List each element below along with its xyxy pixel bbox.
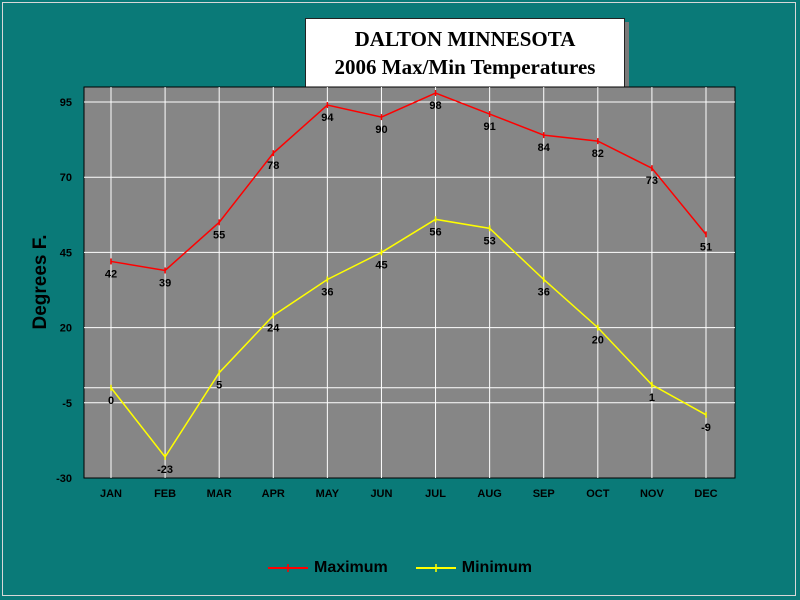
data-label: 24	[267, 323, 280, 335]
y-tick-label: 95	[60, 97, 72, 109]
x-tick-label: MAR	[207, 488, 232, 500]
x-tick-label: AUG	[477, 488, 501, 500]
data-label: 84	[538, 142, 551, 154]
data-label: 56	[429, 226, 441, 238]
x-tick-label: APR	[262, 488, 285, 500]
x-tick-label: MAY	[316, 488, 340, 500]
y-tick-label: 20	[60, 323, 72, 335]
x-tick-label: JAN	[100, 488, 122, 500]
grid-lines	[84, 87, 735, 478]
y-tick-label: -30	[56, 473, 72, 485]
data-label: 73	[646, 175, 658, 187]
data-label: 36	[538, 286, 550, 298]
legend-label-maximum: Maximum	[313, 559, 388, 576]
legend-item-maximum: Maximum	[267, 559, 388, 577]
chart-title-line2: 2006 Max/Min Temperatures	[334, 55, 596, 79]
data-label: 82	[592, 148, 604, 160]
legend-label-minimum: Minimum	[461, 559, 532, 576]
legend-swatch-maximum	[267, 564, 308, 572]
data-label: 94	[321, 112, 334, 124]
y-axis-label: Degrees F.	[30, 234, 51, 329]
legend-item-minimum: Minimum	[415, 559, 532, 577]
series-line-minimum	[110, 218, 707, 459]
data-label: -23	[157, 464, 173, 476]
data-label: 78	[267, 160, 279, 172]
data-label: 20	[592, 335, 604, 347]
data-label: 1	[649, 392, 655, 404]
data-label: 53	[484, 235, 496, 247]
x-tick-labels: JAN FEB MAR APR MAY JUN JUL AUG SEP OCT NOV DEC	[100, 488, 718, 500]
data-label: 36	[321, 286, 333, 298]
x-tick-label: SEP	[533, 488, 555, 500]
data-label: 42	[105, 268, 117, 280]
data-label: 98	[429, 100, 441, 112]
legend: Maximum Minimum	[0, 555, 800, 581]
x-tick-label: OCT	[586, 488, 610, 500]
data-label: 51	[700, 241, 712, 253]
legend-swatch-minimum	[415, 564, 456, 572]
series-lines	[110, 90, 707, 460]
x-tick-label: NOV	[640, 488, 665, 500]
data-label: 91	[484, 121, 496, 133]
x-tick-label: JUN	[370, 488, 392, 500]
data-label: 90	[375, 124, 387, 136]
x-tick-label: FEB	[154, 488, 176, 500]
data-label: 45	[375, 259, 387, 271]
data-label: 5	[216, 380, 222, 392]
plot-area	[83, 86, 736, 479]
chart-title-line1: DALTON MINNESOTA	[354, 26, 576, 51]
y-tick-labels: -30 -5 20 45 70 95	[56, 97, 72, 485]
y-tick-label: -5	[62, 398, 72, 410]
x-tick-label: DEC	[694, 488, 717, 500]
series-line-maximum	[110, 92, 707, 272]
data-label: 55	[213, 229, 225, 241]
data-label: -9	[701, 422, 711, 434]
x-tick-label: JUL	[425, 488, 446, 500]
y-tick-label: 45	[60, 247, 72, 259]
data-label: 0	[108, 395, 114, 407]
y-tick-label: 70	[60, 172, 72, 184]
data-labels: 42 39 55 78 94 90 98 91 84 82 73 51 0 -23 5 24 36 45 56 53 3…	[105, 100, 712, 476]
data-label: 39	[159, 277, 171, 289]
